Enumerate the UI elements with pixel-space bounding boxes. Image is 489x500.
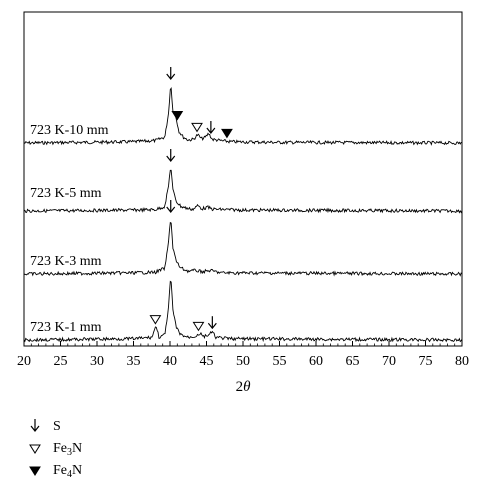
legend-label: S xyxy=(53,419,61,434)
marker-s-arrow xyxy=(207,316,217,330)
x-tick-label: 75 xyxy=(419,354,433,369)
legend-open-triangle-icon xyxy=(29,444,41,454)
legend-filled-triangle-icon xyxy=(29,466,41,476)
marker-fe4n-triangle xyxy=(221,128,233,139)
x-tick-label: 80 xyxy=(455,354,469,369)
legend-entry-s: S xyxy=(30,419,61,434)
x-axis-title: 2θ xyxy=(236,379,252,395)
marker-s-arrow xyxy=(166,200,176,213)
marker-fe3n-triangle xyxy=(191,122,203,133)
x-axis-ticks: 20 25 30 35 40 45 50 55 60 65 70 75 80 xyxy=(17,341,469,369)
x-tick-label: 60 xyxy=(309,354,323,369)
legend: S Fe3N Fe4N xyxy=(29,419,82,480)
x-tick-label: 30 xyxy=(90,354,104,369)
x-tick-label: 55 xyxy=(273,354,287,369)
series-label: 723 K-5 mm xyxy=(30,186,102,201)
series-line-2 xyxy=(23,169,463,214)
marker-fe3n-triangle xyxy=(149,315,162,325)
marker-s-arrow xyxy=(206,121,216,134)
marker-fe4n-triangle xyxy=(171,111,184,121)
x-tick-label: 20 xyxy=(17,354,31,369)
legend-label: Fe4N xyxy=(53,463,82,480)
legend-entry-fe3n: Fe3N xyxy=(29,441,82,458)
legend-arrow-icon xyxy=(30,419,40,432)
series-layer: 723 K-10 mm 723 K-5 mm 723 K-3 mm 723 K-1 m… xyxy=(23,86,463,343)
x-tick-label: 65 xyxy=(346,354,360,369)
series-label: 723 K-1 mm xyxy=(30,320,102,335)
x-tick-label: 40 xyxy=(163,354,177,369)
x-tick-label: 45 xyxy=(200,354,214,369)
series-line-3 xyxy=(23,221,463,277)
marker-layer xyxy=(149,67,233,332)
plot-frame xyxy=(23,11,463,347)
legend-entry-fe4n: Fe4N xyxy=(29,463,82,480)
legend-label: Fe3N xyxy=(53,441,82,458)
x-tick-label: 25 xyxy=(54,354,68,369)
marker-s-arrow xyxy=(166,149,176,162)
x-tick-label: 35 xyxy=(127,354,141,369)
x-tick-label: 70 xyxy=(382,354,396,369)
x-tick-label: 50 xyxy=(236,354,250,369)
series-label: 723 K-3 mm xyxy=(30,254,102,269)
series-line-4 xyxy=(23,280,463,343)
series-line-1 xyxy=(23,86,463,146)
marker-fe3n-triangle xyxy=(192,321,205,332)
marker-s-arrow xyxy=(166,67,176,80)
series-label: 723 K-10 mm xyxy=(30,123,109,138)
